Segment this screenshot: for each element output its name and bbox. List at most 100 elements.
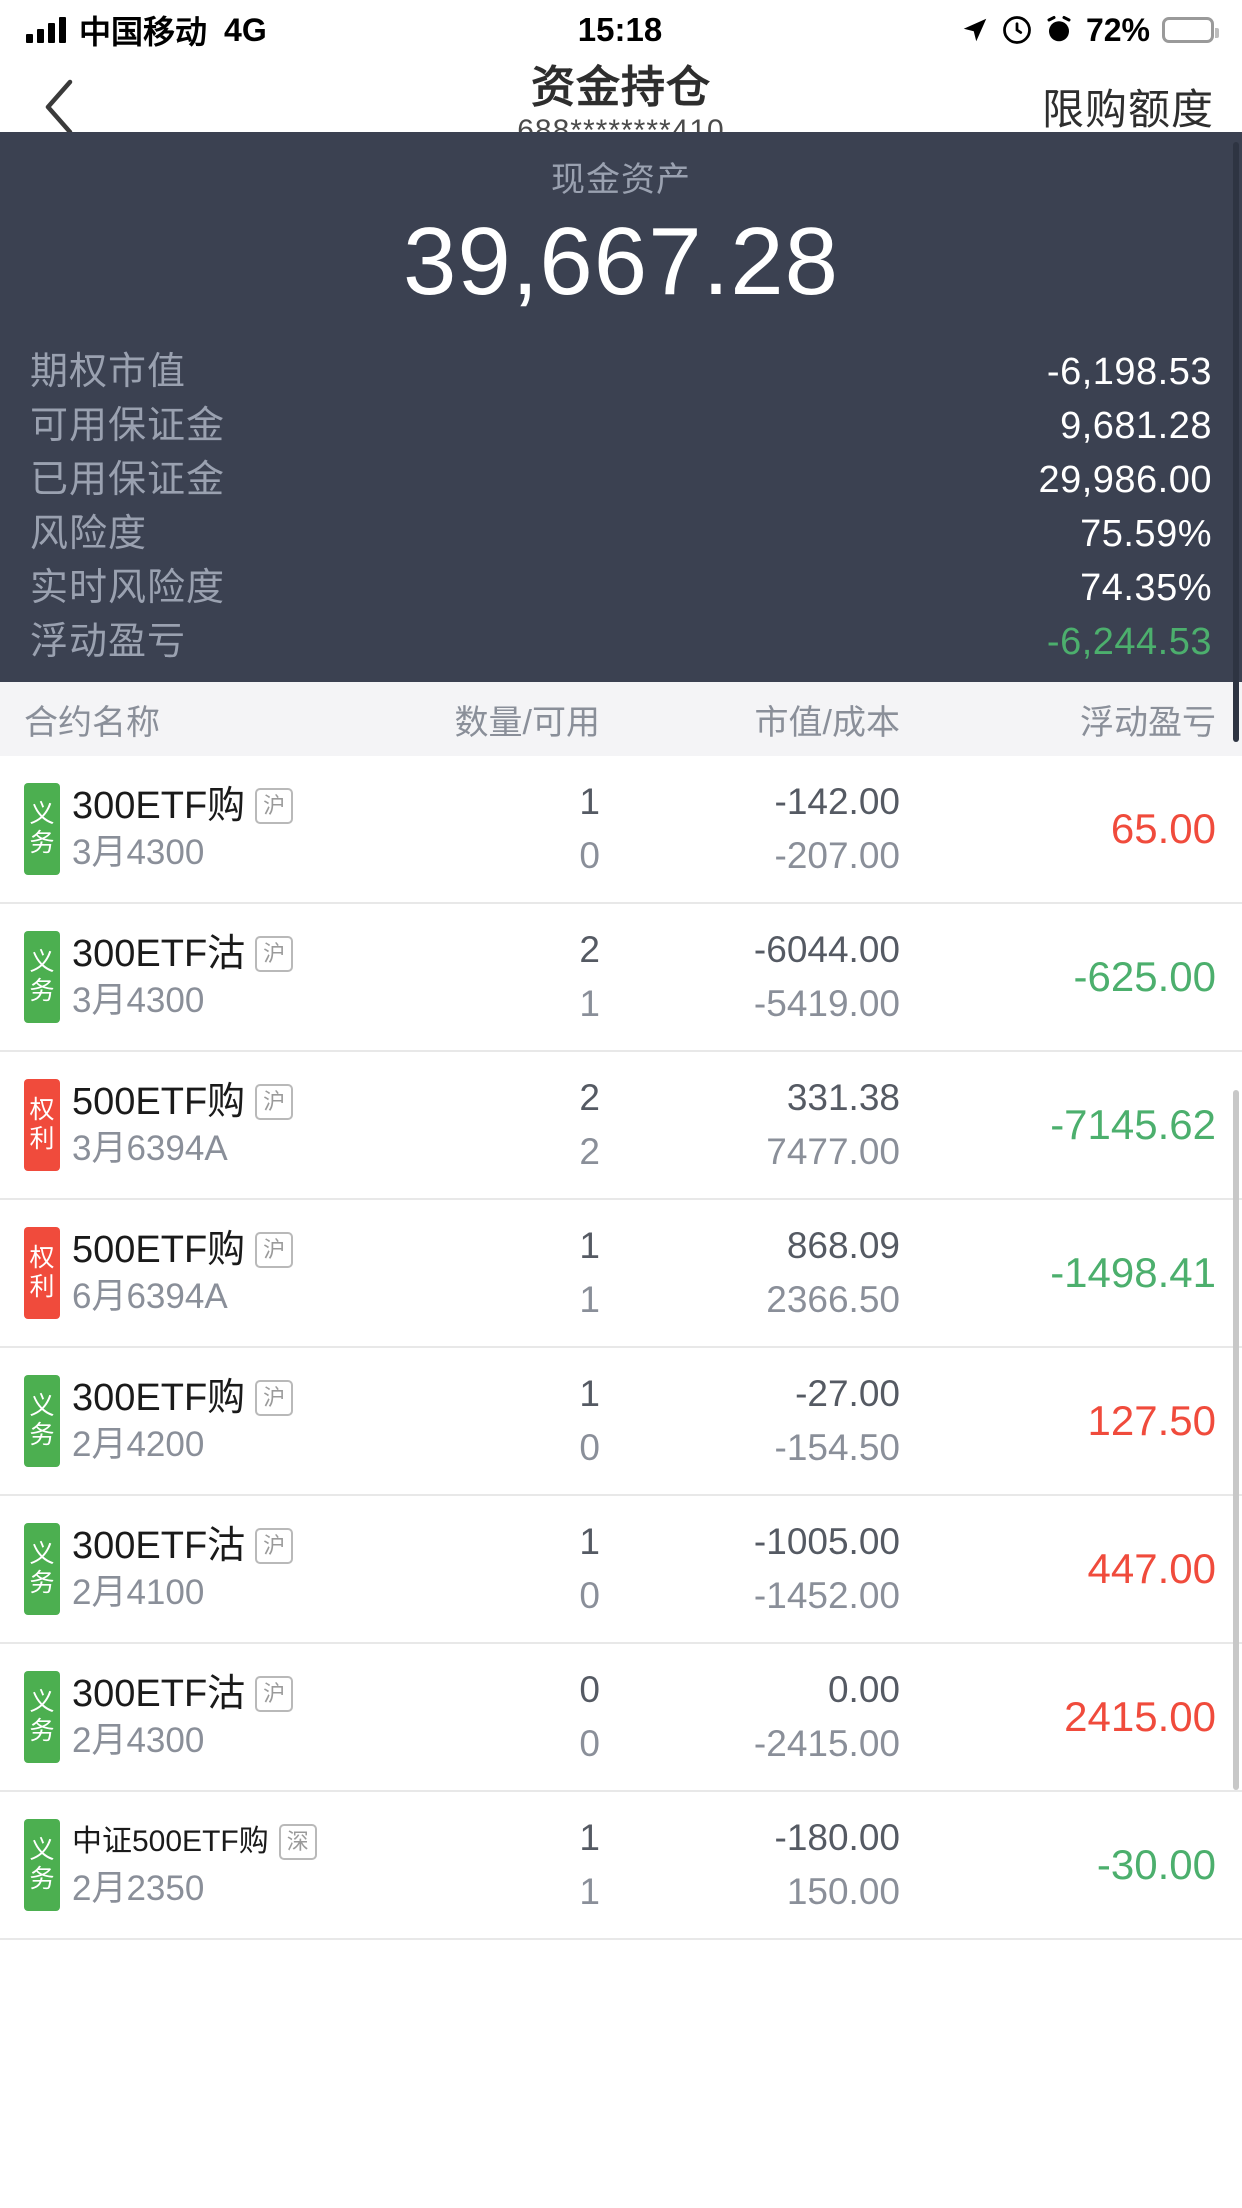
status-bar-left: 中国移动 4G	[26, 7, 578, 53]
market-value: 868.09	[786, 1225, 900, 1266]
quantity-total: 1	[579, 1521, 600, 1562]
header-quantity: 数量/可用	[454, 703, 600, 742]
quantity-available: 1	[579, 1279, 600, 1320]
contract-name-block: 500ETF购沪 6月6394A	[72, 1227, 294, 1319]
market-value: -6044.00	[753, 929, 900, 970]
cash-asset-value: 39,667.28	[402, 208, 840, 315]
market-tag: 深	[278, 1824, 317, 1860]
table-row[interactable]: 义务 300ETF购沪 3月4300 1 0 -142.00 -207.00 65.00	[0, 756, 1242, 904]
table-row[interactable]: 义务 300ETF沽沪 2月4100 1 0 -1005.00 -1452.00 447.00	[0, 1496, 1242, 1644]
summary-value: 9,681.28	[1060, 405, 1212, 447]
table-row[interactable]: 义务 300ETF购沪 2月4200 1 0 -27.00 -154.50 127.50	[0, 1348, 1242, 1496]
summary-scrollbar[interactable]	[1233, 142, 1239, 742]
cell-contract: 权利 500ETF购沪 3月6394A	[0, 1079, 350, 1171]
rotation-lock-icon	[1002, 15, 1032, 45]
contract-name-block: 300ETF沽沪 3月4300	[72, 931, 294, 1023]
account-summary-panel: 现金资产 39,667.28 期权市值 -6,198.53 可用保证金 9,681.2…	[0, 132, 1242, 742]
contract-name-block: 300ETF沽沪 2月4100	[72, 1523, 294, 1615]
summary-row: 期权市值 -6,198.53	[30, 340, 1212, 394]
status-bar-right: 72%	[662, 12, 1219, 49]
position-type-badge: 义务	[24, 1523, 60, 1615]
position-type-badge: 义务	[24, 783, 60, 875]
contract-name-block: 300ETF购沪 3月4300	[72, 783, 294, 875]
table-row[interactable]: 义务 300ETF沽沪 2月4300 0 0 0.00 -2415.00 2415.00	[0, 1644, 1242, 1792]
cell-profit-loss: -1498.41	[1050, 1249, 1216, 1296]
contract-name-block: 300ETF购沪 2月4200	[72, 1375, 294, 1467]
location-arrow-icon	[960, 15, 990, 45]
quantity-total: 0	[579, 1669, 600, 1710]
position-type-badge: 权利	[24, 1227, 60, 1319]
contract-title-row: 500ETF购沪	[72, 1227, 294, 1273]
summary-value: 74.35%	[1080, 567, 1212, 609]
contract-title-row: 中证500ETF购深	[72, 1819, 317, 1865]
list-scrollbar[interactable]	[1233, 1090, 1239, 1790]
quantity-total: 2	[579, 929, 600, 970]
cell-contract: 义务 300ETF购沪 2月4200	[0, 1375, 350, 1467]
cell-profit-loss: 447.00	[1087, 1545, 1216, 1592]
summary-label: 可用保证金	[30, 405, 226, 447]
quantity-available: 0	[579, 1427, 600, 1468]
cell-market-value: -142.00 -207.00	[600, 775, 901, 883]
summary-label: 实时风险度	[30, 567, 226, 609]
position-type-badge: 义务	[24, 931, 60, 1023]
contract-name: 300ETF沽	[72, 1673, 246, 1715]
cell-market-value: -27.00 -154.50	[600, 1367, 901, 1475]
status-bar: 中国移动 4G 15:18 72%	[0, 0, 1242, 60]
quantity-total: 2	[579, 1077, 600, 1118]
summary-label: 期权市值	[30, 351, 187, 393]
contract-name: 中证500ETF购	[72, 1825, 269, 1858]
contract-name: 500ETF购	[72, 1229, 246, 1271]
purchase-limit-button[interactable]: 限购额度	[1041, 86, 1214, 133]
cell-market-value: -1005.00 -1452.00	[600, 1515, 900, 1623]
cost-value: -5419.00	[753, 983, 900, 1024]
cost-value: -2415.00	[753, 1723, 900, 1764]
market-value: -142.00	[774, 781, 901, 822]
position-type-badge: 义务	[24, 1375, 60, 1467]
market-tag: 沪	[255, 1676, 294, 1712]
cost-value: 150.00	[786, 1871, 900, 1912]
contract-name: 300ETF沽	[72, 1525, 246, 1567]
contract-name: 300ETF沽	[72, 933, 246, 975]
table-row[interactable]: 权利 500ETF购沪 3月6394A 2 2 331.38 7477.00 -7145.62	[0, 1052, 1242, 1200]
table-row[interactable]: 义务 300ETF沽沪 3月4300 2 1 -6044.00 -5419.00 -625.0…	[0, 904, 1242, 1052]
cell-profit-loss: -625.00	[1073, 953, 1216, 1000]
back-button[interactable]	[0, 64, 120, 136]
market-tag: 沪	[255, 1084, 294, 1120]
contract-expiry: 3月4300	[72, 981, 205, 1020]
summary-value: -6,244.53	[1046, 621, 1212, 663]
market-tag: 沪	[255, 1528, 294, 1564]
contract-name-block: 500ETF购沪 3月6394A	[72, 1079, 294, 1171]
positions-table-header: 合约名称 数量/可用 市值/成本 浮动盈亏	[0, 682, 1242, 756]
quantity-total: 1	[579, 1225, 600, 1266]
positions-table-body: 义务 300ETF购沪 3月4300 1 0 -142.00 -207.00 65.00 义务 3…	[0, 756, 1242, 1940]
alarm-clock-icon	[1044, 15, 1074, 45]
contract-expiry: 2月2350	[72, 1869, 205, 1908]
contract-title-row: 300ETF沽沪	[72, 1671, 294, 1717]
position-type-badge: 义务	[24, 1819, 60, 1911]
contract-expiry: 6月6394A	[72, 1277, 228, 1316]
market-value: -1005.00	[753, 1521, 900, 1562]
table-row[interactable]: 义务中证500ETF购深 2月2350 1 1 -180.00 150.00 -30.00	[0, 1792, 1242, 1940]
market-value: -27.00	[795, 1373, 900, 1414]
market-tag: 沪	[255, 1380, 294, 1416]
chevron-left-icon	[40, 78, 80, 136]
position-type-badge: 义务	[24, 1671, 60, 1763]
contract-name: 300ETF购	[72, 1377, 246, 1419]
summary-label: 已用保证金	[30, 459, 226, 501]
quantity-available: 1	[579, 1871, 600, 1912]
contract-expiry: 2月4100	[72, 1573, 205, 1612]
cell-market-value: 331.38 7477.00	[600, 1071, 900, 1179]
cost-value: 2366.50	[766, 1279, 900, 1320]
summary-value: 75.59%	[1080, 513, 1212, 555]
cell-market-value: 868.09 2366.50	[600, 1219, 900, 1327]
summary-value: 29,986.00	[1038, 459, 1212, 501]
summary-row: 实时风险度 74.35%	[30, 556, 1212, 610]
signal-bars-icon	[26, 17, 66, 43]
table-row[interactable]: 权利 500ETF购沪 6月6394A 1 1 868.09 2366.50 -1498.41	[0, 1200, 1242, 1348]
network-type: 4G	[224, 11, 267, 48]
cell-contract: 义务中证500ETF购深 2月2350	[0, 1819, 350, 1911]
